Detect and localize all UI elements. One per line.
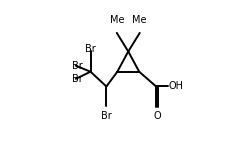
Text: Br: Br (72, 61, 83, 71)
Text: Me: Me (133, 15, 147, 25)
Text: OH: OH (168, 82, 183, 91)
Text: Br: Br (101, 110, 112, 121)
Text: Me: Me (109, 15, 124, 25)
Text: Br: Br (72, 74, 83, 84)
Text: Br: Br (85, 44, 96, 54)
Text: O: O (153, 111, 161, 121)
